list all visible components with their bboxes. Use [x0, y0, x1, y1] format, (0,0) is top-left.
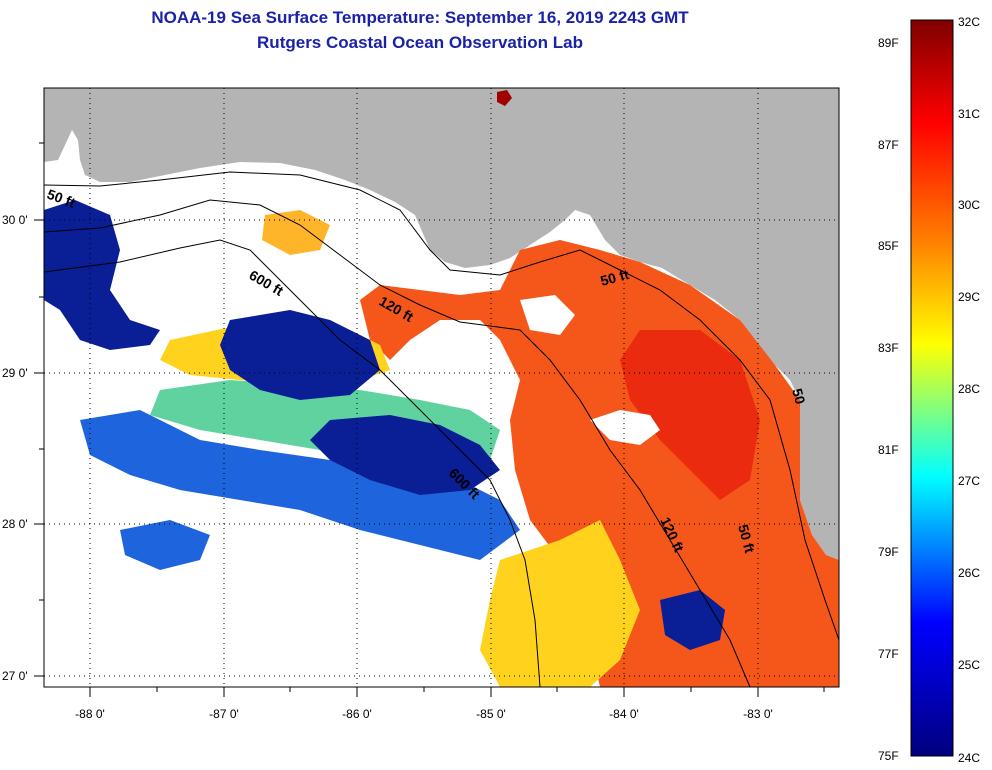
cold-water-region-west [44, 200, 160, 350]
mid-water-region [480, 520, 640, 687]
celsius-label: 31C [958, 107, 980, 121]
x-tick-label: -87 0' [209, 707, 239, 721]
cloud-mask-patch [180, 540, 480, 687]
map-frame [43, 87, 840, 688]
cool-water-region [80, 410, 520, 560]
map-subtitle: Rutgers Coastal Ocean Observation Lab [257, 33, 583, 52]
celsius-scale-labels: 32C 31C 30C 29C 28C 27C 26C 25C 24C [958, 15, 980, 765]
fahrenheit-label: 79F [878, 545, 899, 559]
fahrenheit-label: 83F [878, 341, 899, 355]
contour-line-50ft [44, 171, 839, 641]
x-tick-label: -84 0' [609, 707, 639, 721]
x-tick-label: -86 0' [342, 707, 372, 721]
x-axis-labels: -88 0' -87 0' -86 0' -85 0' -84 0' -83 0… [75, 707, 773, 721]
fahrenheit-label: 77F [878, 647, 899, 661]
celsius-label: 32C [958, 15, 980, 29]
cold-water-region-south [310, 415, 500, 495]
x-tick-label: -85 0' [476, 707, 506, 721]
fahrenheit-scale-labels: 89F 87F 85F 83F 81F 79F 77F 75F [878, 36, 899, 763]
fahrenheit-label: 85F [878, 239, 899, 253]
temperature-color-scale [910, 19, 954, 757]
fahrenheit-label: 87F [878, 138, 899, 152]
y-axis-labels: 30 0' 29 0' 28 0' 27 0' [2, 213, 28, 683]
celsius-label: 30C [958, 198, 980, 212]
contour-line-120ft [44, 199, 751, 687]
celsius-label: 28C [958, 382, 980, 396]
cloud-mask-patch [590, 410, 660, 445]
celsius-label: 29C [958, 290, 980, 304]
y-tick-label: 29 0' [2, 366, 28, 380]
celsius-label: 25C [958, 658, 980, 672]
contour-label: 50 ft [599, 266, 631, 289]
fahrenheit-label: 89F [878, 36, 899, 50]
inland-hot-spot [497, 90, 512, 106]
x-tick-label: -83 0' [743, 707, 773, 721]
y-tick-label: 28 0' [2, 517, 28, 531]
contour-label: 50 ft [735, 523, 758, 555]
fahrenheit-label: 81F [878, 443, 899, 457]
map-title: NOAA-19 Sea Surface Temperature: Septemb… [151, 8, 689, 27]
celsius-label: 27C [958, 474, 980, 488]
cold-water-patch-southwest [120, 520, 210, 570]
mid-water-patch-north [262, 210, 330, 255]
celsius-label: 26C [958, 566, 980, 580]
land-mass [44, 88, 839, 560]
cold-water-region-central [220, 310, 380, 400]
y-tick-label: 27 0' [2, 669, 28, 683]
y-tick-label: 30 0' [2, 213, 28, 227]
contour-line-600ft [44, 239, 541, 687]
cloud-mask-patch [520, 295, 575, 335]
fahrenheit-label: 75F [878, 749, 899, 763]
sst-map-area [44, 88, 839, 687]
x-tick-label: -88 0' [75, 707, 105, 721]
celsius-label: 24C [958, 751, 980, 765]
contour-label: 50 [789, 387, 809, 406]
axis-tick-marks [34, 142, 825, 697]
